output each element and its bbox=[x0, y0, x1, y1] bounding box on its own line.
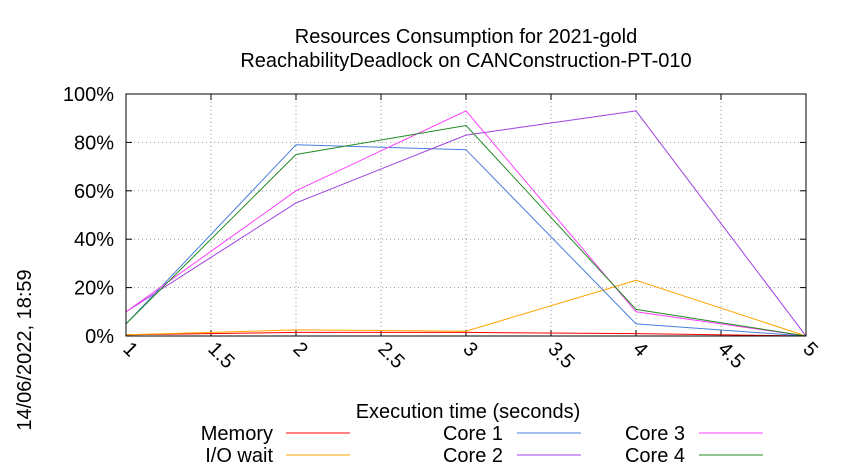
y-tick-label: 40% bbox=[74, 229, 114, 251]
legend-label-core-3: Core 3 bbox=[625, 423, 685, 445]
series-line-core-4 bbox=[125, 124, 807, 337]
series-line-core-2 bbox=[125, 110, 807, 337]
x-tick-label: 4 bbox=[628, 338, 651, 361]
x-tick-label: 4.5 bbox=[713, 338, 748, 373]
x-tick-label: 1 bbox=[118, 338, 141, 361]
series-line-core-1 bbox=[125, 144, 807, 337]
x-tick-label: 5 bbox=[798, 338, 821, 361]
legend-label-core-2: Core 2 bbox=[443, 445, 503, 467]
legend-label-core-1: Core 1 bbox=[443, 423, 503, 445]
x-axis-label: Execution time (seconds) bbox=[356, 401, 581, 423]
series-line-core-3 bbox=[125, 110, 807, 337]
legend-label-memory: Memory bbox=[201, 423, 273, 445]
y-tick-label: 60% bbox=[74, 181, 114, 203]
x-tick-labels: 1 1.5 2 2.5 3 3.5 4 4.5 5 bbox=[118, 338, 821, 373]
series-line-memory bbox=[125, 331, 807, 337]
y-tick-label: 20% bbox=[74, 278, 114, 300]
x-tick-label: 3.5 bbox=[543, 338, 578, 373]
x-tick-label: 3 bbox=[458, 338, 481, 361]
chart-title-line-1: Resources Consumption for 2021-gold bbox=[295, 26, 637, 48]
y-tick-label: 0% bbox=[85, 326, 114, 348]
x-tick-label: 1.5 bbox=[203, 338, 238, 373]
y-tick-label: 80% bbox=[74, 132, 114, 154]
y-tick-label: 100% bbox=[63, 84, 114, 106]
side-timestamp: 14/06/2022, 18:59 bbox=[14, 269, 36, 430]
series-line-i-o-wait bbox=[125, 279, 807, 337]
grid bbox=[125, 93, 807, 337]
legend-label-core-4: Core 4 bbox=[625, 445, 685, 467]
legend-label-i-o-wait: I/O wait bbox=[205, 445, 273, 467]
x-tick-label: 2.5 bbox=[373, 338, 408, 373]
plot-frame bbox=[125, 93, 807, 337]
x-tick-label: 2 bbox=[288, 338, 311, 361]
series-lines bbox=[125, 110, 807, 337]
chart-title-line-2: ReachabilityDeadlock on CANConstruction-… bbox=[240, 50, 691, 72]
y-tick-labels: 0% 20% 40% 60% 80% 100% bbox=[63, 84, 114, 348]
